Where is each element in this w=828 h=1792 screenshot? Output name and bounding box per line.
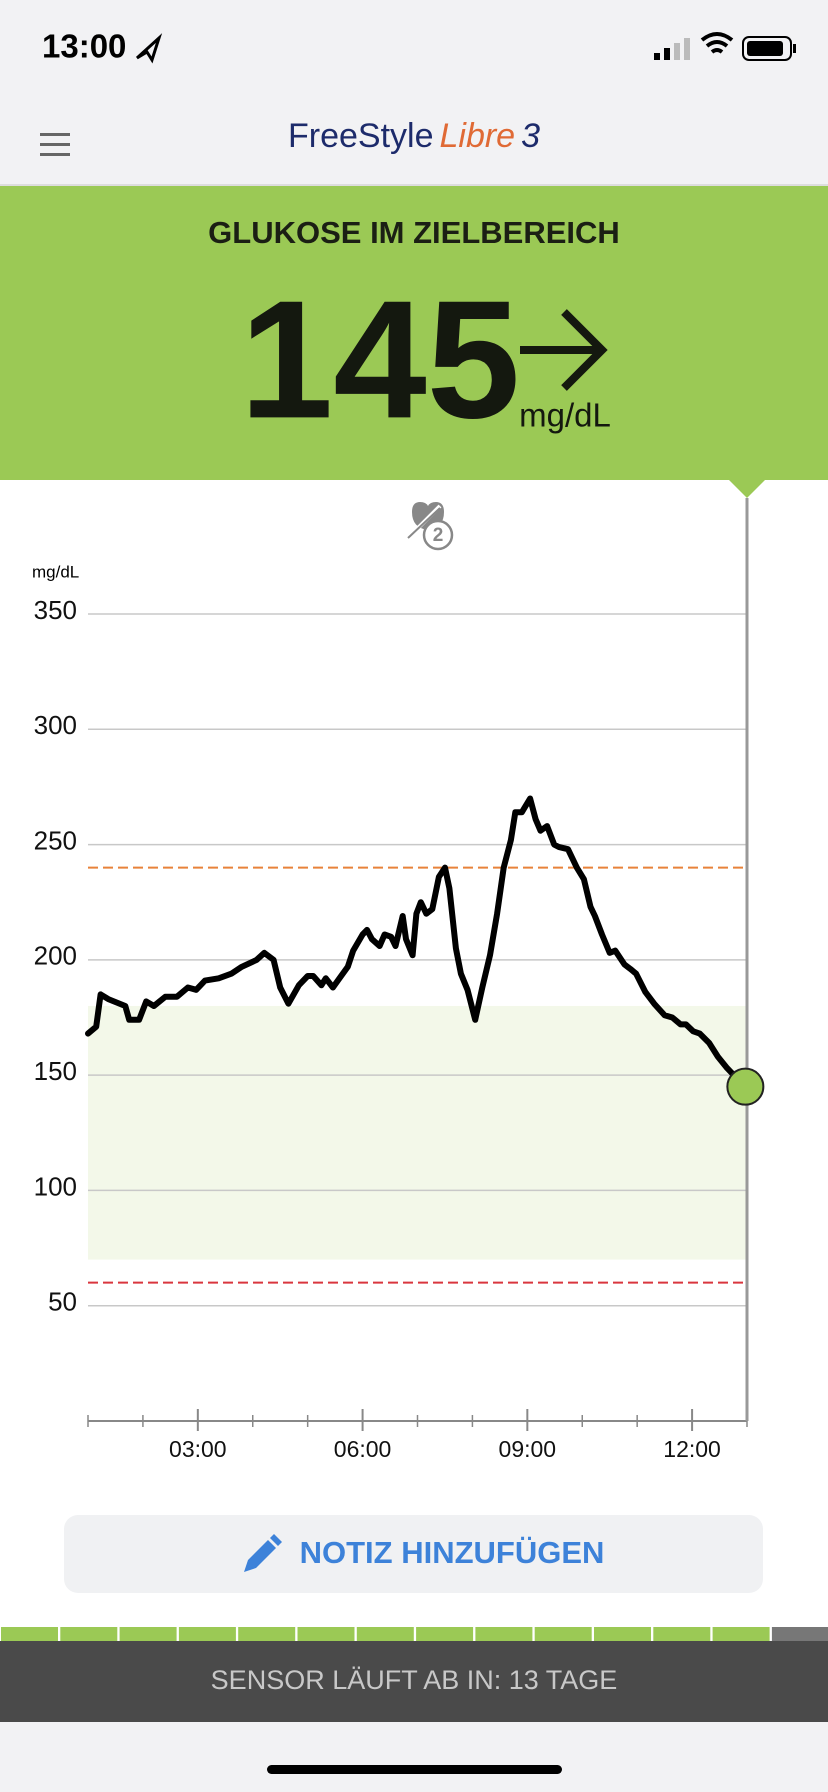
progress-segment [771, 1627, 828, 1641]
wifi-icon [700, 32, 734, 54]
y-tick-label: 250 [34, 825, 77, 855]
y-tick-label: 350 [34, 595, 77, 625]
top-bar [0, 0, 828, 185]
x-tick-label: 03:00 [169, 1436, 227, 1462]
meal-note-icon: 2 [404, 502, 454, 551]
sensor-status: SENSOR LÄUFT AB IN: 13 TAGE [211, 1665, 618, 1695]
glucose-status: GLUKOSE IM ZIELBEREICH [208, 215, 620, 250]
signal-icon [654, 38, 690, 60]
home-indicator [267, 1765, 562, 1774]
progress-segment [1, 1627, 58, 1641]
progress-segment [356, 1627, 414, 1641]
status-time: 13:00 [42, 28, 126, 65]
y-tick-label: 100 [34, 1171, 77, 1201]
progress-segment [475, 1627, 533, 1641]
target-range [88, 1005, 747, 1260]
banner-pointer [729, 480, 765, 498]
button-background[interactable] [64, 1515, 763, 1593]
progress-segment [60, 1627, 118, 1641]
progress-segment [653, 1627, 711, 1641]
note-count: 2 [433, 525, 444, 546]
glucose-value: 145 [240, 265, 520, 453]
y-tick-label: 300 [34, 710, 77, 740]
header-divider [0, 184, 828, 186]
glucose-unit: mg/dL [519, 397, 611, 434]
x-tick-label: 12:00 [663, 1436, 721, 1462]
y-tick-label: 50 [48, 1287, 77, 1317]
pencil-icon [244, 1534, 282, 1572]
progress-segment [297, 1627, 355, 1641]
progress-segment [712, 1627, 770, 1641]
progress-segment [238, 1627, 296, 1641]
x-tick-label: 06:00 [334, 1436, 392, 1462]
bottom-area [0, 1722, 828, 1792]
y-tick-label: 200 [34, 941, 77, 971]
y-tick-label: 150 [34, 1056, 77, 1086]
app-logo: FreeStyle Libre 3 [288, 117, 540, 155]
location-icon [135, 33, 163, 64]
sensor-bar [0, 1641, 828, 1722]
logo-brand: FreeStyle [288, 117, 434, 155]
progress-segment [594, 1627, 651, 1641]
sensor-progress [1, 1627, 828, 1641]
glucose-chart: 50 100 150 200 250 300 350 03:00 06:00 09:00 12:00 [34, 498, 765, 1462]
progress-segment [416, 1627, 474, 1641]
button-label[interactable]: NOTIZ HINZUFÜGEN [300, 1535, 605, 1570]
logo-product: Libre [439, 117, 515, 155]
menu-button[interactable] [40, 133, 70, 156]
glucose-line [85, 795, 749, 1090]
x-tick-label: 09:00 [499, 1436, 557, 1462]
battery-icon [742, 36, 796, 61]
add-note-button[interactable]: NOTIZ HINZUFÜGEN [64, 1515, 763, 1593]
current-reading-dot [726, 1067, 765, 1106]
progress-segment [119, 1627, 177, 1641]
y-axis-label: mg/dL [32, 562, 79, 581]
logo-version: 3 [521, 117, 540, 155]
glucose-banner [0, 186, 828, 480]
progress-segment [178, 1627, 236, 1641]
progress-segment [534, 1627, 592, 1641]
trend-arrow [520, 309, 608, 391]
